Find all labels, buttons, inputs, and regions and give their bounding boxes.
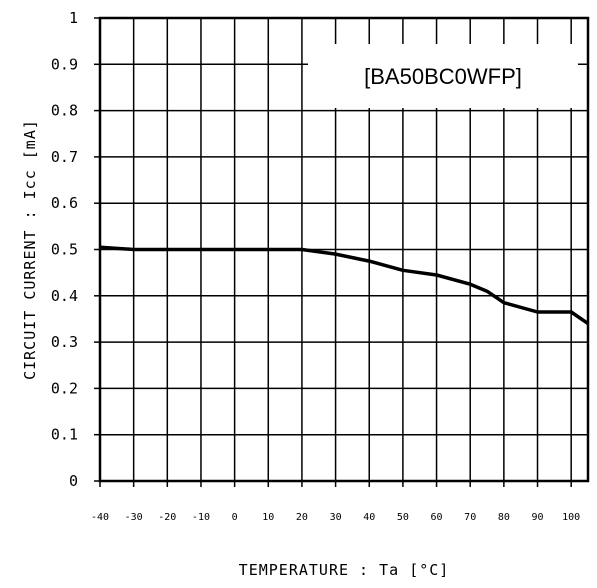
y-tick-label: 0.5 bbox=[51, 241, 78, 259]
x-tick-label: 40 bbox=[363, 512, 375, 523]
legend: [BA50BC0WFP] bbox=[308, 44, 578, 108]
y-tick-label: 0 bbox=[69, 472, 78, 490]
y-tick-label: 0.9 bbox=[51, 55, 78, 73]
y-tick-label: 0.8 bbox=[51, 102, 78, 120]
x-tick-label: 100 bbox=[562, 512, 580, 523]
x-tick-label: 20 bbox=[296, 512, 308, 523]
y-tick-label: 0.4 bbox=[51, 287, 78, 305]
y-tick-label: 0.1 bbox=[51, 426, 78, 444]
x-tick-label: 10 bbox=[262, 512, 274, 523]
plot-frame bbox=[98, 16, 590, 483]
x-tick-label: 60 bbox=[431, 512, 443, 523]
x-tick-label: -30 bbox=[125, 512, 143, 523]
x-tick-label: -20 bbox=[158, 512, 176, 523]
y-axis-title: CIRCUIT CURRENT : Icc [mA] bbox=[21, 119, 39, 380]
x-tick-label: 70 bbox=[464, 512, 476, 523]
legend-label: [BA50BC0WFP] bbox=[364, 64, 522, 89]
x-axis-title: TEMPERATURE : Ta [°C] bbox=[239, 561, 450, 579]
x-tick-label: 80 bbox=[498, 512, 510, 523]
y-tick-label: 0.3 bbox=[51, 333, 78, 351]
y-tick-labels: 0 0.1 0.2 0.3 0.4 0.5 0.6 0.7 0.8 0.9 1 bbox=[51, 9, 78, 490]
x-tick-label: 0 bbox=[232, 512, 238, 523]
x-tick-labels: -40 -30 -20 -10 0 10 20 30 40 50 60 70 80 90 100 bbox=[91, 512, 580, 523]
y-tick-label: 0.7 bbox=[51, 148, 78, 166]
x-tick-label: -40 bbox=[91, 512, 109, 523]
x-tick-label: 90 bbox=[531, 512, 543, 523]
y-tick-label: 0.6 bbox=[51, 194, 78, 212]
x-tick-label: -10 bbox=[192, 512, 210, 523]
y-tick-label: 0.2 bbox=[51, 379, 78, 397]
x-tick-label: 30 bbox=[330, 512, 342, 523]
x-tick-label: 50 bbox=[397, 512, 409, 523]
legend-box bbox=[308, 44, 578, 108]
series-line bbox=[99, 245, 589, 326]
series-layer bbox=[99, 245, 589, 326]
y-tick-label: 1 bbox=[69, 9, 78, 27]
